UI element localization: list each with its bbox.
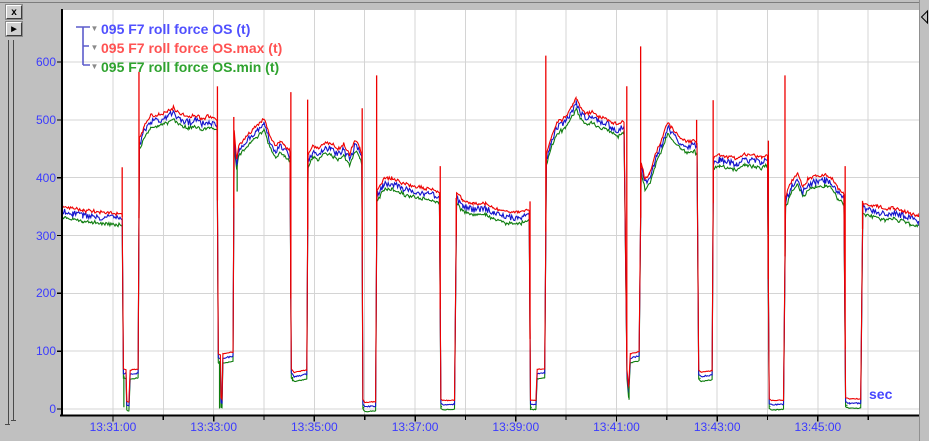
signal-marker-icon: ▼: [90, 43, 99, 52]
x-axis-unit-label: sec: [869, 386, 893, 402]
legend-label: 095 F7 roll force OS.max (t): [101, 39, 283, 56]
collapse-arrow-icon[interactable]: [920, 9, 929, 25]
x-tick-label: 13:31:00: [89, 420, 137, 434]
right-scroll-strip[interactable]: [919, 0, 929, 441]
y-tick-label: 500: [35, 112, 56, 127]
x-tick-label: 13:39:00: [492, 420, 540, 434]
signal-legend: ▼ 095 F7 roll force OS (t) ▼ 095 F7 roll fo…: [88, 19, 283, 76]
left-track-foot: [5, 424, 10, 425]
left-scroll-track[interactable]: [8, 40, 9, 424]
legend-label: 095 F7 roll force OS.min (t): [101, 58, 280, 75]
x-tick-label: 13:43:00: [693, 420, 741, 434]
y-tick-label: 100: [35, 344, 56, 359]
signal-marker-icon: ▼: [90, 62, 99, 71]
y-tick-label: 600: [35, 55, 56, 70]
x-tick-label: 13:45:00: [794, 420, 842, 434]
x-tick-label: 13:35:00: [291, 420, 338, 434]
left-scroll-track-inner[interactable]: [13, 40, 14, 420]
x-tick-label: 13:41:00: [593, 420, 640, 434]
close-button[interactable]: x: [5, 4, 23, 20]
signal-marker-icon: ▼: [90, 24, 99, 33]
legend-item[interactable]: ▼ 095 F7 roll force OS (t): [88, 19, 282, 38]
x-tick-label: 13:33:00: [190, 420, 237, 434]
y-tick-label: 0: [49, 402, 56, 416]
legend-item[interactable]: ▼ 095 F7 roll force OS.min (t): [88, 57, 282, 76]
y-tick-label: 300: [35, 228, 56, 243]
legend-label: 095 F7 roll force OS (t): [101, 20, 251, 37]
y-tick-label: 200: [35, 286, 56, 301]
x-tick-label: 13:37:00: [391, 420, 439, 434]
y-tick-label: 400: [35, 170, 56, 185]
play-arrow-button[interactable]: ▶: [5, 21, 23, 37]
plot-area[interactable]: [63, 10, 919, 415]
left-track-foot-inner: [11, 420, 16, 421]
window-top-edge: [0, 2, 929, 3]
legend-item[interactable]: ▼ 095 F7 roll force OS.max (t): [88, 38, 283, 57]
